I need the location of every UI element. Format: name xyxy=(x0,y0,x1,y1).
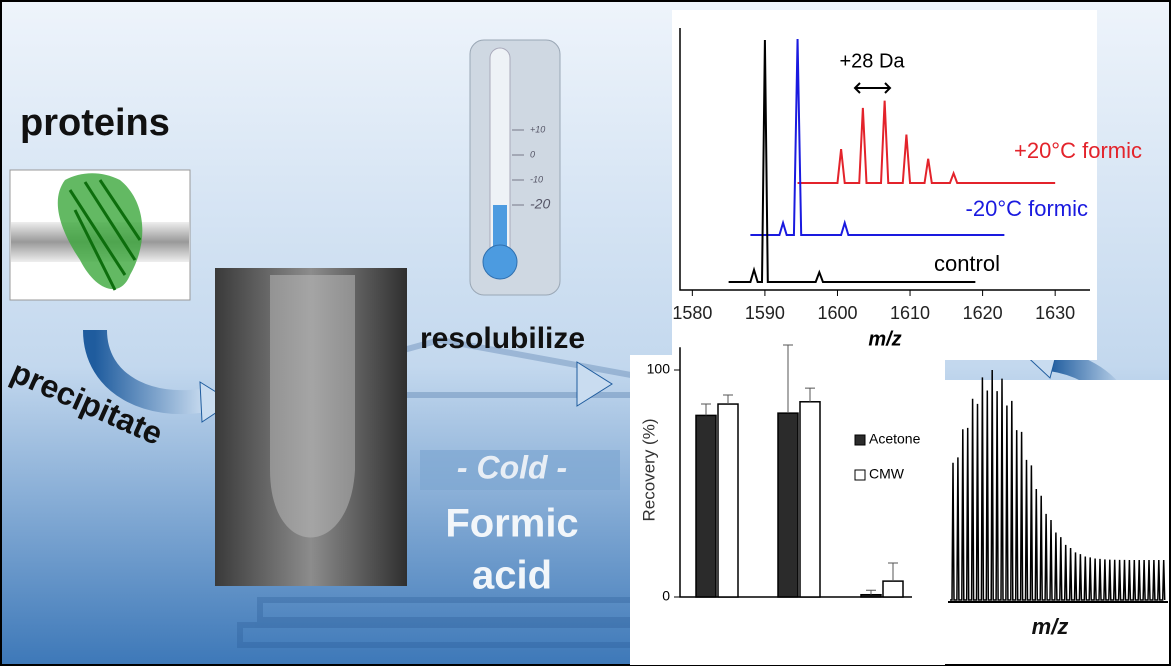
x-tick-label: SDS xyxy=(703,633,738,652)
x-tick-label: Formic xyxy=(774,633,831,652)
x-tick-label: 1630 xyxy=(1035,303,1075,323)
resolubilize-label: resolubilize xyxy=(420,322,585,355)
y-tick-label: 100 xyxy=(647,361,671,377)
trace-label: +20°C formic xyxy=(1014,138,1142,163)
proteins-label: proteins xyxy=(20,102,170,144)
legend-label: Acetone xyxy=(869,431,921,447)
x-tick-label: 80% xyxy=(785,611,819,630)
x-tick-label: 1% xyxy=(708,611,733,630)
acid-label: acid xyxy=(472,554,552,598)
bar xyxy=(861,595,881,597)
x-tick-label: 1580 xyxy=(672,303,712,323)
x-tick-label: 1590 xyxy=(745,303,785,323)
tube xyxy=(270,275,355,538)
formic-label: Formic xyxy=(445,502,578,546)
bar xyxy=(800,402,820,597)
thermo-tick-label: 0 xyxy=(530,149,535,159)
x-tick-label: 1620 xyxy=(963,303,1003,323)
bar xyxy=(778,413,798,597)
thermo-tick-label: +10 xyxy=(530,124,545,134)
protein-image xyxy=(10,170,190,300)
thermo-tick-label: -10 xyxy=(530,174,543,184)
legend-label: CMW xyxy=(869,466,905,482)
bar xyxy=(696,415,716,597)
annotation: +28 Da xyxy=(839,50,905,72)
y-tick-label: 0 xyxy=(662,588,670,604)
x-tick-label: 1600 xyxy=(817,303,857,323)
trace-label: control xyxy=(934,251,1000,276)
thermometer xyxy=(470,40,560,295)
figure: proteins precipitate +100-10-20 resolubi… xyxy=(0,0,1171,666)
esi-xlabel: m/z xyxy=(1032,614,1069,639)
bar xyxy=(883,581,903,597)
trace-label: -20°C formic xyxy=(966,196,1088,221)
cold-label: - Cold - xyxy=(457,449,567,485)
x-axis-label: m/z xyxy=(868,328,901,350)
legend-swatch xyxy=(855,470,865,480)
thermo-tick-label: -20 xyxy=(530,196,550,212)
legend-swatch xyxy=(855,435,865,445)
y-axis-label: Recovery (%) xyxy=(639,419,658,522)
x-tick-label: 1610 xyxy=(890,303,930,323)
x-tick-label: Water xyxy=(862,611,909,630)
bar xyxy=(718,404,738,597)
